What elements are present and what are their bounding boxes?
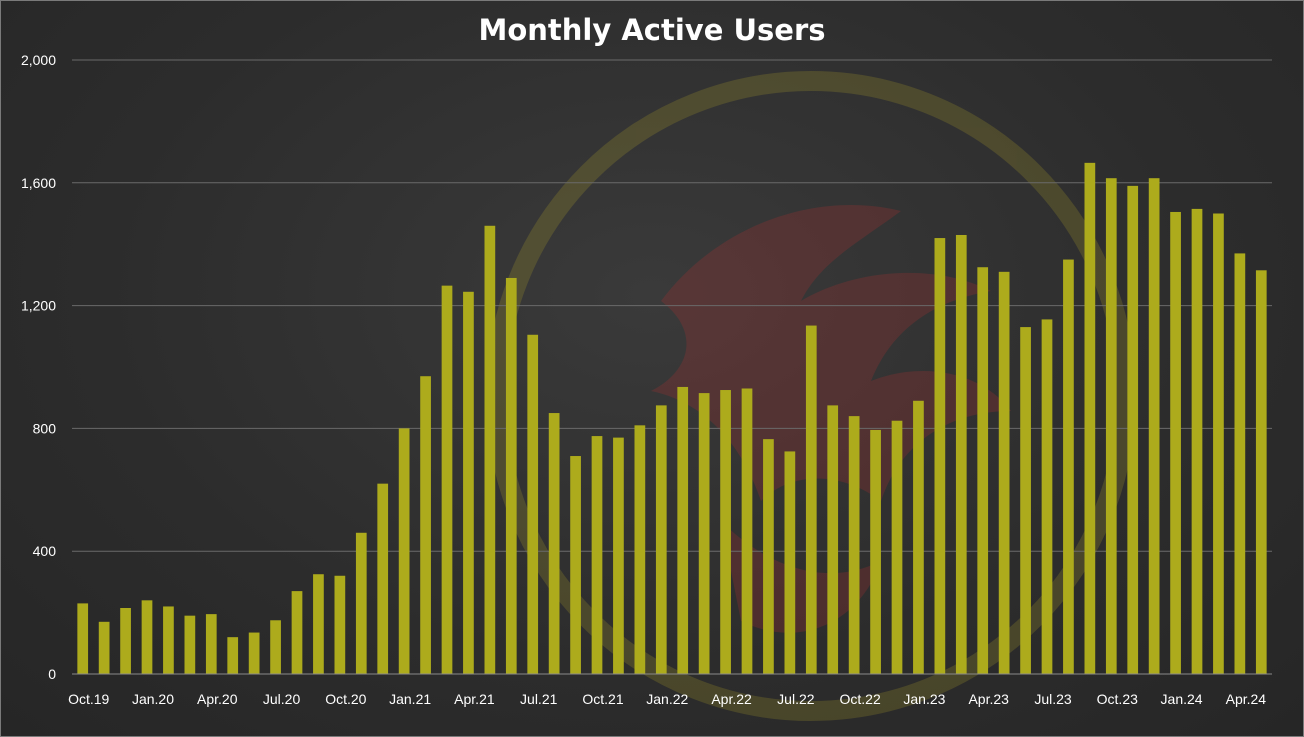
- x-tick-label: Apr.23: [968, 691, 1009, 707]
- bar: [827, 405, 839, 674]
- bar: [741, 388, 753, 674]
- bar: [163, 606, 174, 674]
- bar: [1127, 185, 1139, 674]
- bar: [334, 575, 346, 674]
- bar: [527, 334, 539, 674]
- bar: [1084, 162, 1096, 674]
- bar: [977, 267, 989, 674]
- y-tick-label: 1,600: [21, 175, 56, 191]
- bar: [98, 621, 110, 674]
- bar: [591, 436, 603, 674]
- bar: [227, 637, 239, 674]
- y-tick-label: 0: [48, 666, 56, 682]
- bar: [270, 620, 281, 674]
- x-tick-label: Oct.19: [68, 691, 109, 707]
- x-tick-label: Jan.22: [646, 691, 688, 707]
- bar: [805, 325, 817, 674]
- bar: [891, 420, 903, 674]
- x-tick-label: Apr.22: [711, 691, 752, 707]
- y-tick-label: 2,000: [21, 52, 56, 68]
- bar: [355, 532, 367, 674]
- bar: [998, 271, 1010, 674]
- bar: [248, 632, 260, 674]
- bar: [120, 607, 131, 674]
- bar: [313, 574, 324, 674]
- x-tick-label: Jul.22: [777, 691, 815, 707]
- bar: [1213, 213, 1224, 674]
- bar: [377, 483, 389, 674]
- bar: [955, 234, 967, 675]
- bar: [784, 451, 796, 674]
- bar: [1148, 178, 1160, 674]
- x-tick-label: Oct.23: [1097, 691, 1138, 707]
- x-tick-label: Apr.21: [454, 691, 495, 707]
- x-tick-label: Oct.21: [582, 691, 623, 707]
- x-tick-label: Jan.21: [389, 691, 431, 707]
- bar: [1170, 211, 1181, 674]
- bar: [913, 400, 924, 674]
- y-tick-label: 1,200: [21, 298, 56, 314]
- x-tick-label: Jul.23: [1034, 691, 1072, 707]
- bar: [420, 376, 431, 674]
- bar: [848, 416, 860, 674]
- x-tick-label: Jan.20: [132, 691, 174, 707]
- chart-title: Monthly Active Users: [478, 13, 826, 47]
- bar: [1063, 259, 1074, 674]
- bar: [870, 429, 881, 674]
- x-tick-label: Jan.23: [903, 691, 945, 707]
- bar: [934, 238, 946, 674]
- bar: [1255, 270, 1267, 674]
- bar: [77, 603, 89, 674]
- bar: [1105, 178, 1117, 674]
- bar: [634, 425, 646, 674]
- bar: [613, 437, 624, 674]
- bar: [1234, 253, 1246, 674]
- x-tick-label: Oct.22: [840, 691, 881, 707]
- y-tick-label: 400: [33, 543, 57, 559]
- x-tick-label: Oct.20: [325, 691, 366, 707]
- x-tick-label: Apr.24: [1226, 691, 1267, 707]
- y-tick-label: 800: [33, 420, 57, 436]
- bar: [548, 413, 560, 674]
- x-tick-label: Jul.21: [520, 691, 558, 707]
- x-tick-label: Jul.20: [263, 691, 301, 707]
- bar: [141, 600, 153, 674]
- bar: [463, 291, 474, 674]
- bar: [205, 614, 217, 674]
- x-tick-label: Jan.24: [1161, 691, 1203, 707]
- bar: [505, 277, 517, 674]
- bar: [291, 591, 303, 674]
- bar: [484, 225, 496, 674]
- bar: [698, 393, 710, 674]
- bar: [184, 615, 196, 674]
- bar: [1191, 208, 1203, 674]
- bar: [763, 439, 774, 674]
- bar: [1020, 327, 1031, 674]
- bar: [655, 405, 667, 674]
- x-tick-label: Apr.20: [197, 691, 238, 707]
- bar: [570, 456, 581, 674]
- bar: [1041, 319, 1053, 674]
- bar: [441, 285, 453, 674]
- bar: [398, 428, 410, 674]
- bar: [720, 390, 731, 674]
- bar: [677, 386, 689, 674]
